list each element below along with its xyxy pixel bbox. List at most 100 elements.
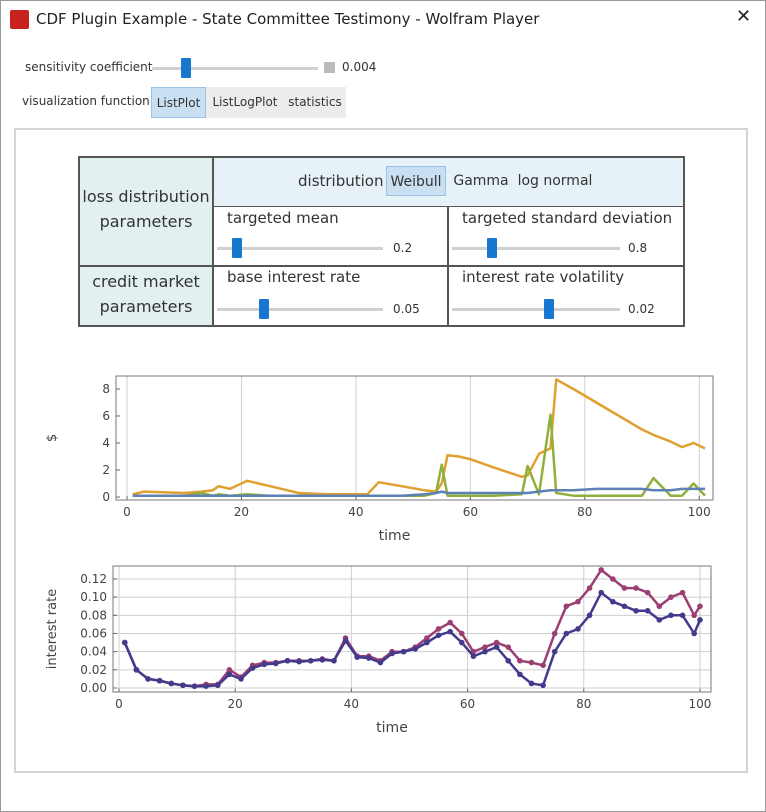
data-point [505,657,512,664]
x-tick-label: 80 [576,697,591,711]
x-tick-label: 0 [115,697,123,711]
data-point [633,607,639,614]
control-label: interest rate volatility [462,268,625,286]
expand-icon[interactable] [324,62,335,73]
data-point [424,635,430,641]
x-axis-label: time [379,528,411,544]
plot-frame [115,375,714,501]
slider-thumb[interactable] [232,238,242,258]
data-point [156,677,163,684]
data-point [296,658,302,665]
option-button[interactable]: statistics [284,87,346,118]
series-line [132,487,705,497]
data-point [563,630,570,637]
data-point [482,644,488,650]
data-point [366,655,372,661]
data-point [273,660,279,667]
app-icon [10,10,29,29]
data-point [610,576,616,582]
x-tick-label: 20 [228,697,243,711]
x-tick-label: 40 [348,505,363,519]
data-point [540,662,546,669]
data-point [342,637,349,644]
series-line [132,413,706,497]
x-tick-label: 60 [460,697,475,711]
slider-thumb[interactable] [544,299,554,319]
data-point [435,626,442,632]
data-point [249,665,256,671]
slider-track [217,308,383,311]
data-point [435,632,442,639]
x-axis-label: time [376,720,408,736]
slider-thumb[interactable] [487,238,497,258]
y-tick-label: 0.02 [80,663,107,677]
option-button[interactable]: log normal [514,166,596,196]
slider-value: 0.05 [393,302,420,316]
window-title: CDF Plugin Example - State Committee Tes… [36,10,540,28]
data-point [121,639,128,646]
y-tick-label: 8 [102,382,110,396]
option-button[interactable]: ListLogPlot [206,87,284,118]
close-button[interactable]: ✕ [736,6,752,27]
data-point [668,594,674,600]
data-point [470,653,477,660]
row-label: loss distribution parameters [82,187,210,231]
data-point [679,589,686,596]
y-tick-label: 0.04 [80,645,107,659]
control-label: targeted standard deviation [462,209,673,227]
slider-value: 0.8 [628,241,648,255]
row-label: credit market parameters [92,272,200,316]
data-point [586,612,593,619]
y-axis-label: interest rate [45,589,60,669]
slider-value: 0.2 [393,241,413,255]
data-point [203,683,209,689]
data-point [458,639,465,646]
series-line [132,378,706,496]
data-point [505,644,512,650]
data-point [598,589,604,596]
option-button[interactable]: ListPlot [151,87,206,118]
x-tick-label: 100 [689,697,712,711]
data-point [493,639,500,646]
data-point [528,659,535,666]
y-tick-label: 6 [102,409,110,423]
option-button[interactable]: Weibull [386,166,446,196]
slider-track [452,247,620,250]
data-point [214,682,221,689]
data-point [575,598,581,605]
control-label: targeted mean [227,209,339,227]
data-point [691,630,697,637]
y-tick-label: 0.10 [80,590,107,604]
parameter-table [78,156,685,327]
data-point [551,648,558,655]
slider-track [152,67,318,70]
data-point [517,657,523,664]
data-point [697,603,703,610]
data-point [644,607,651,614]
data-point [482,648,488,655]
plot-frame [112,565,712,693]
divider [78,265,685,267]
slider-thumb[interactable] [181,58,191,78]
data-point [377,659,384,666]
slider-track [452,308,620,311]
data-point [168,680,175,687]
slider-thumb[interactable] [259,299,269,319]
data-point [610,598,616,605]
data-point [400,648,407,655]
y-tick-label: 0.08 [80,608,107,622]
slider-value: 0.02 [628,302,655,316]
data-point [621,603,628,610]
data-point [691,612,697,619]
option-button[interactable]: Gamma [448,166,514,196]
control-label: sensitivity coefficient [25,60,153,74]
data-point [586,585,593,591]
data-point [331,657,337,664]
data-point [598,567,604,573]
data-point [458,630,465,637]
y-axis-label: $ [45,434,60,442]
data-point [226,667,233,673]
data-point [145,676,151,682]
